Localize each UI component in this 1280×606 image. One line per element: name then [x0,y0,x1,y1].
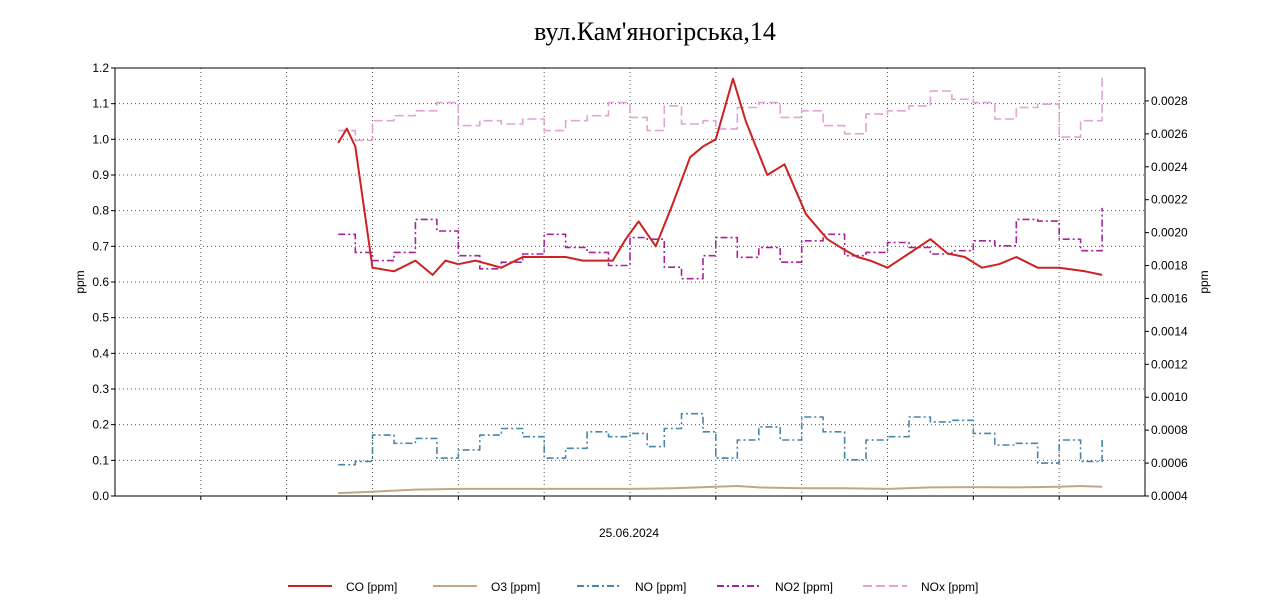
series-line-o3 [338,485,1103,495]
x-axis-label: 25.06.2024 [599,526,659,540]
legend-label: NOx [ppm] [921,580,978,594]
legend-label: O3 [ppm] [491,580,540,594]
legend-label: CO [ppm] [346,580,397,594]
grid [115,68,1145,496]
right-tick-label: 0.0004 [1151,489,1188,503]
left-tick-label: 0.4 [92,346,109,360]
right-tick-label: 0.0010 [1151,390,1188,404]
left-tick-label: 1.2 [92,61,109,75]
left-tick-label: 0.5 [92,311,109,325]
series-line-nox [338,77,1103,142]
right-tick-label: 0.0008 [1151,423,1188,437]
left-axis: 0.0 0.1 0.2 0.3 0.4 0.5 0.6 0.7 0.8 0.9 1.0 1.1 1.2 [92,61,115,503]
y-axis-label-right: ppm [1197,270,1211,293]
right-tick-label: 0.0024 [1151,160,1188,174]
y-axis-label-left: ppm [73,270,87,293]
left-tick-label: 0.9 [92,168,109,182]
legend-label: NO2 [ppm] [775,580,833,594]
left-tick-label: 0.2 [92,418,109,432]
left-tick-label: 0.0 [92,489,109,503]
series-layer [337,77,1103,495]
right-tick-label: 0.0014 [1151,324,1188,338]
left-tick-label: 0.1 [92,453,109,467]
left-tick-label: 0.8 [92,204,109,218]
right-tick-label: 0.0020 [1151,226,1188,240]
left-tick-label: 0.3 [92,382,109,396]
series-line-co [337,77,1103,276]
right-axis: 0.0004 0.0006 0.0008 0.0010 0.0012 0.0014 0.00… [200,94,1188,503]
right-tick-label: 0.0016 [1151,291,1188,305]
chart-title: вул.Кам'яногірська,14 [534,17,776,46]
right-tick-label: 0.0018 [1151,259,1188,273]
right-tick-label: 0.0006 [1151,456,1188,470]
legend-label: NO [ppm] [635,580,686,594]
series-line-no2 [338,207,1103,280]
right-tick-label: 0.0012 [1151,357,1188,371]
left-tick-label: 1.0 [92,132,109,146]
right-tick-label: 0.0028 [1151,94,1188,108]
right-tick-label: 0.0022 [1151,193,1188,207]
series-line-no [338,412,1103,466]
left-tick-label: 0.7 [92,239,109,253]
right-tick-label: 0.0026 [1151,127,1188,141]
left-tick-label: 0.6 [92,275,109,289]
left-tick-label: 1.1 [92,97,109,111]
legend: CO [ppm] O3 [ppm] NO [ppm] NO2 [ppm] NOx [pp… [288,580,978,594]
